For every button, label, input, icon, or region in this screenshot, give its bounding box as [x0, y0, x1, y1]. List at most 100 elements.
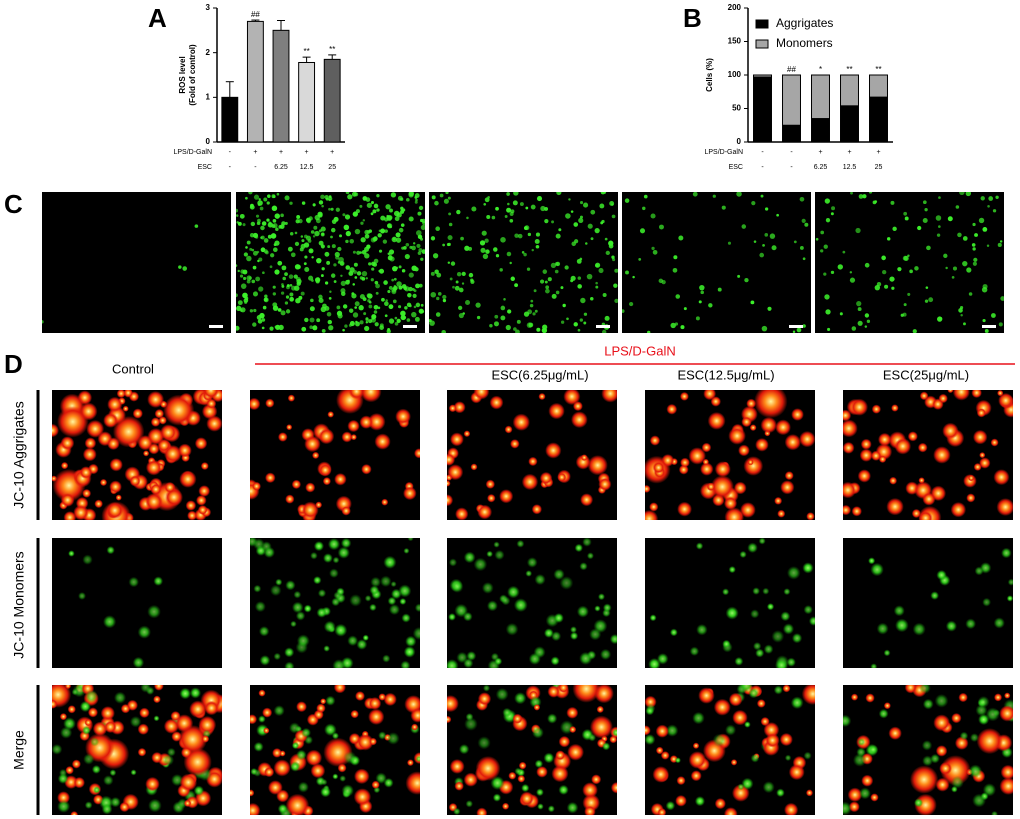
cell: [784, 754, 792, 762]
cell: [666, 724, 679, 737]
cell: [285, 580, 296, 591]
cell: [490, 776, 505, 790]
cell: [431, 195, 436, 200]
cell: [744, 277, 749, 283]
cell: [291, 741, 300, 750]
cell: [362, 219, 366, 222]
cell: [448, 613, 456, 621]
micrograph: [52, 390, 222, 520]
cell: [942, 422, 959, 440]
cell: [395, 237, 402, 243]
cell: [843, 419, 858, 438]
cell: [675, 294, 681, 299]
cell: [163, 444, 182, 463]
cell: [958, 308, 963, 313]
cell: [454, 285, 460, 291]
cell: [513, 192, 519, 196]
cell: [373, 304, 379, 310]
cell: [692, 742, 700, 750]
cell: [327, 411, 335, 418]
cell: [976, 728, 1003, 755]
annotation: **: [875, 65, 881, 74]
cell: [734, 656, 744, 666]
cell: [258, 689, 266, 697]
cell: [275, 227, 279, 231]
cell: [411, 723, 419, 731]
cell: [545, 285, 550, 290]
cell: [504, 215, 508, 218]
cell: [493, 247, 498, 252]
cell: [525, 206, 529, 210]
cell: [129, 475, 141, 487]
cell: [587, 223, 593, 229]
cell: [253, 194, 260, 200]
cell: [287, 246, 293, 252]
cell: [710, 475, 734, 499]
cell: [938, 393, 948, 404]
y-axis-label: Cells (%): [705, 58, 714, 92]
cell: [261, 318, 266, 322]
cell: [1000, 764, 1013, 780]
cell: [109, 458, 123, 472]
cell: [340, 538, 352, 549]
cell: [349, 321, 355, 327]
cell: [678, 235, 684, 241]
cell: [803, 751, 812, 760]
cell: [584, 805, 596, 815]
cell: [933, 714, 951, 732]
cell: [588, 733, 597, 742]
cell: [895, 618, 909, 633]
cell: [320, 698, 327, 705]
cell: [273, 652, 281, 661]
cell: [390, 581, 397, 588]
cell: [544, 280, 548, 284]
cell: [849, 271, 853, 274]
cell: [309, 317, 315, 323]
cell: [531, 504, 542, 515]
cell: [962, 236, 968, 241]
cell: [554, 269, 559, 274]
cell: [874, 200, 878, 204]
cell: [276, 192, 280, 196]
cell: [297, 781, 309, 793]
cell: [574, 543, 584, 553]
cell: [336, 310, 343, 317]
cell: [922, 200, 927, 205]
cell: [907, 431, 918, 442]
treatment-level: +: [253, 149, 257, 156]
cell: [252, 538, 265, 550]
treatment-level: 12.5: [300, 164, 314, 171]
cell: [163, 394, 195, 426]
cell: [371, 780, 380, 789]
cell: [986, 244, 990, 247]
cell: [360, 390, 382, 403]
cell: [456, 271, 462, 277]
cell: [448, 212, 452, 216]
cell: [988, 196, 994, 201]
cell: [79, 466, 93, 479]
cell: [566, 801, 579, 814]
cell: [359, 320, 364, 325]
cell: [864, 325, 868, 328]
cells: [645, 685, 815, 815]
cell: [750, 609, 760, 619]
cell: [486, 600, 498, 612]
cell: [857, 320, 863, 326]
cell: [414, 196, 418, 199]
cell: [321, 267, 325, 271]
cell: [403, 246, 407, 250]
scale-bar: [982, 325, 996, 328]
cell: [87, 707, 99, 718]
cells: [236, 192, 425, 333]
cell: [521, 251, 525, 254]
cell: [294, 264, 301, 270]
cell: [447, 464, 464, 481]
cell: [354, 768, 370, 785]
cell: [741, 224, 747, 229]
cell: [514, 233, 519, 238]
cell: [458, 287, 464, 293]
cell: [714, 798, 726, 810]
bar-segment: [811, 74, 830, 120]
cell: [102, 615, 117, 629]
cell: [808, 616, 815, 626]
